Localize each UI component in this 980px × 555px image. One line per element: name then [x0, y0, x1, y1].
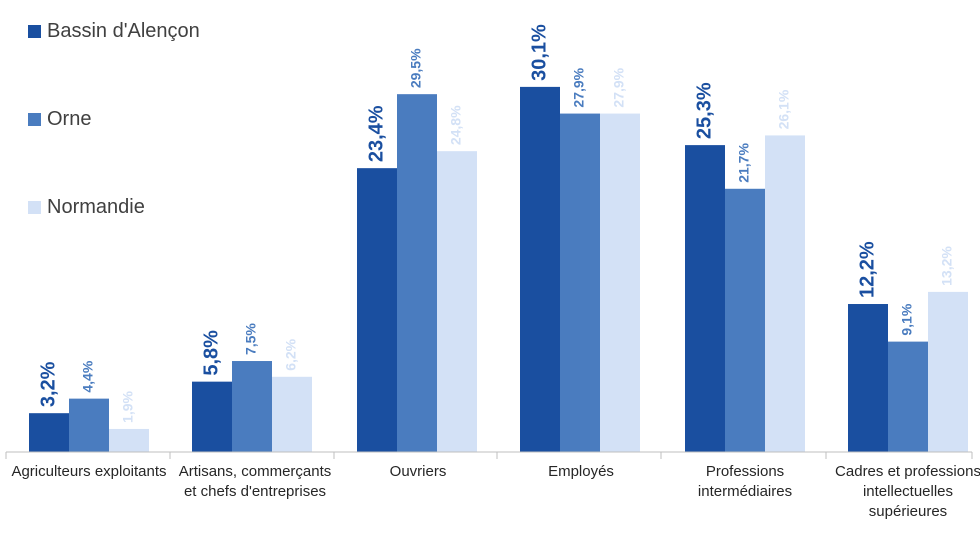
legend-label-normandie: Normandie: [47, 196, 145, 218]
x-tick-label-artisans: Artisans, commerçants et chefs d'entrepr…: [178, 463, 332, 500]
value-labels-layer: 3,2% 4,4% 1,9% 5,8% 7,5% 6,2% 23,4% 29,5% 24,8% 3…: [37, 24, 954, 423]
value-label-2-2: 24,8%: [448, 105, 464, 145]
value-label-1-0: 4,4%: [80, 360, 96, 392]
value-label-0-5: 12,2%: [856, 241, 878, 298]
value-label-2-5: 13,2%: [939, 246, 955, 286]
value-label-1-5: 9,1%: [899, 303, 915, 335]
value-label-1-1: 7,5%: [243, 323, 259, 355]
legend-swatch-normandie: [28, 201, 41, 214]
value-label-1-2: 29,5%: [408, 48, 424, 88]
value-label-0-0: 3,2%: [37, 361, 59, 407]
bar-0-1: [192, 381, 232, 452]
bar-1-1: [232, 361, 272, 452]
legend-item-normandie: Normandie: [28, 196, 145, 219]
bar-1-2: [397, 94, 437, 452]
bar-1-3: [560, 113, 600, 452]
bar-0-5: [848, 304, 888, 452]
value-label-1-3: 27,9%: [571, 67, 587, 107]
bar-1-0: [69, 398, 109, 452]
bar-2-4: [765, 135, 805, 453]
value-label-0-1: 5,8%: [200, 330, 222, 376]
bar-0-2: [357, 168, 397, 452]
x-tick-label-ouvriers: Ouvriers: [389, 463, 447, 480]
legend-label-bassin: Bassin d'Alençon: [47, 20, 200, 42]
value-label-2-1: 6,2%: [283, 338, 299, 370]
bar-2-1: [272, 376, 312, 452]
x-tick-label-professions-intermediaires: Professions intermédiaires: [697, 463, 793, 500]
x-axis-ticks: [5, 452, 973, 459]
bar-2-2: [437, 151, 477, 452]
bar-0-0: [29, 413, 69, 452]
x-tick-label-employes: Employés: [548, 463, 614, 480]
legend-item-orne: Orne: [28, 108, 91, 131]
bar-0-4: [685, 145, 725, 452]
value-label-0-4: 25,3%: [693, 82, 715, 139]
legend-label-orne: Orne: [47, 108, 92, 130]
x-tick-label-cadres: Cadres et professions intellectuelles su…: [835, 463, 980, 520]
bar-2-3: [600, 113, 640, 452]
value-label-0-3: 30,1%: [528, 24, 550, 81]
bar-0-3: [520, 86, 560, 453]
bar-1-5: [888, 341, 928, 452]
value-label-2-3: 27,9%: [611, 67, 627, 107]
bars-layer: [29, 86, 968, 453]
x-tick-label-agriculteurs: Agriculteurs exploitants: [11, 463, 167, 480]
bar-2-0: [109, 428, 149, 452]
x-axis-labels: Agriculteurs exploitants Artisans, comme…: [0, 462, 980, 555]
value-label-1-4: 21,7%: [736, 143, 752, 183]
bar-2-5: [928, 291, 968, 452]
value-label-2-4: 26,1%: [776, 89, 792, 129]
legend-swatch-orne: [28, 113, 41, 126]
value-label-2-0: 1,9%: [120, 390, 136, 422]
bar-1-4: [725, 188, 765, 453]
value-label-0-2: 23,4%: [365, 105, 387, 162]
legend-swatch-bassin: [28, 25, 41, 38]
legend-item-bassin: Bassin d'Alençon: [28, 20, 200, 43]
